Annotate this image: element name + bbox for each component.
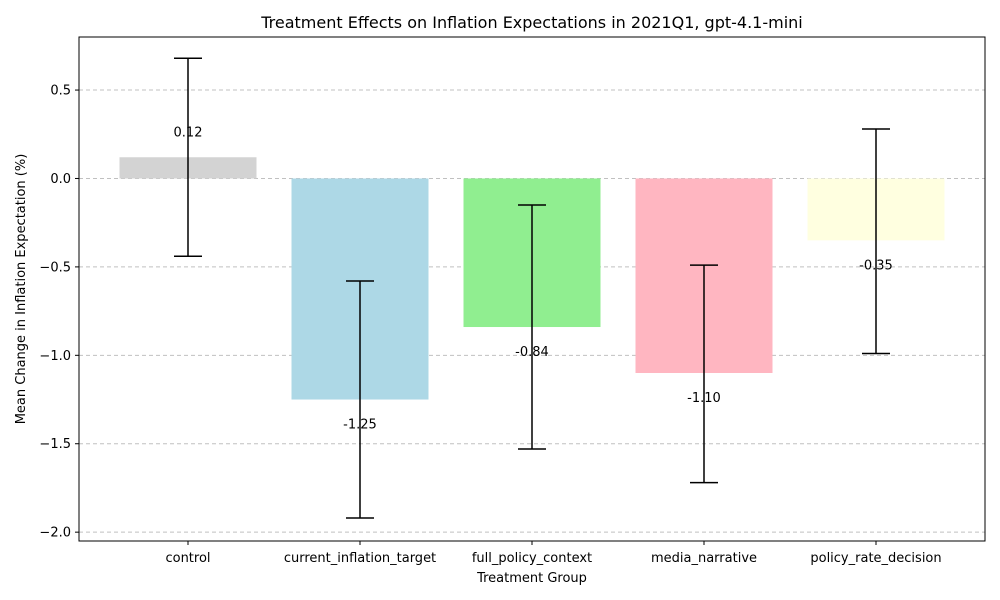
y-tick-label: −1.5 [39,437,71,452]
y-tick-label: −1.0 [39,349,71,364]
x-tick-layer: control current_inflation_target full_poli… [165,541,942,566]
data-label: -0.84 [515,345,549,360]
y-tick-label: −2.0 [39,526,71,541]
error-bar-layer [174,57,890,519]
data-label-layer: 0.12 -1.25 -0.84 -1.10 -0.35 [174,125,893,432]
x-tick-label: policy_rate_decision [810,551,941,566]
data-label: -1.10 [687,391,721,406]
y-tick-label: 0.5 [50,84,71,99]
data-label: 0.12 [174,125,203,140]
data-label: -1.25 [343,418,377,433]
x-tick-label: current_inflation_target [284,551,436,566]
data-label: -0.35 [859,258,893,273]
chart-title: Treatment Effects on Inflation Expectati… [260,13,803,32]
x-axis-label: Treatment Group [476,571,587,586]
y-tick-layer: 0.5 0.0 −0.5 −1.0 −1.5 −2.0 [39,84,79,541]
y-axis-label: Mean Change in Inflation Expectation (%) [14,154,29,425]
x-tick-label: media_narrative [651,551,757,566]
x-tick-label: full_policy_context [472,551,592,566]
x-tick-label: control [165,551,210,566]
y-tick-label: −0.5 [39,260,71,275]
y-tick-label: 0.0 [50,172,71,187]
